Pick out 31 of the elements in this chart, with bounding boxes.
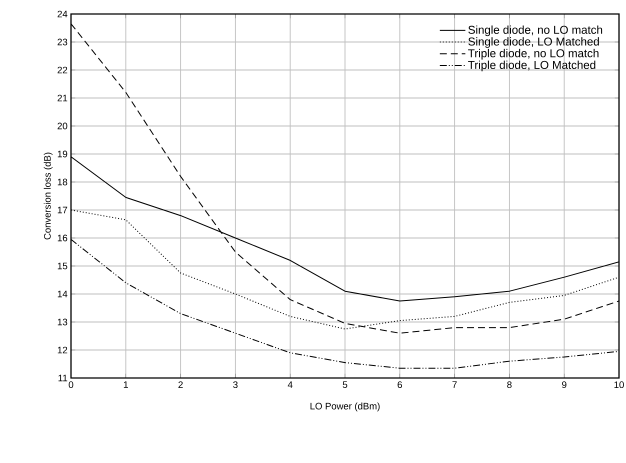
y-tick-label: 11 [58, 374, 68, 382]
x-tick-label: 4 [288, 381, 293, 388]
y-tick-label: 21 [58, 94, 68, 102]
x-tick-label: 6 [398, 381, 402, 388]
x-tick-label: 9 [562, 381, 566, 388]
y-tick-label: 16 [58, 234, 68, 242]
x-tick-label: 3 [233, 381, 238, 388]
y-tick-label: 14 [58, 290, 68, 298]
y-tick-label: 15 [58, 262, 68, 270]
y-tick-label: 13 [58, 318, 68, 326]
y-tick-label: 19 [58, 150, 68, 158]
x-tick-label: 1 [124, 381, 128, 388]
y-tick-label: 18 [58, 178, 68, 186]
y-tick-label: 23 [58, 38, 68, 46]
x-tick-label: 0 [68, 381, 74, 388]
y-tick-label: 12 [58, 346, 68, 354]
legend-label: Triple diode, no LO match [468, 48, 598, 60]
x-tick-label: 2 [178, 381, 183, 388]
y-tick-label: 17 [58, 206, 68, 214]
y-tick-label: 20 [58, 122, 68, 130]
legend-label: Single diode, LO Matched [468, 37, 599, 48]
legend-label: Single diode, no LO match [468, 25, 602, 36]
x-axis-title: LO Power (dBm) [310, 402, 380, 412]
y-tick-label: 22 [58, 66, 68, 74]
y-tick-label: 24 [58, 10, 68, 18]
y-axis-title: Conversion loss (dB) [44, 152, 53, 240]
x-tick-label: 5 [342, 381, 348, 388]
legend-label: Triple diode, LO Matched [468, 60, 596, 72]
x-tick-label: 10 [614, 381, 624, 388]
x-tick-label: 8 [507, 381, 512, 388]
x-tick-label: 7 [452, 381, 457, 388]
